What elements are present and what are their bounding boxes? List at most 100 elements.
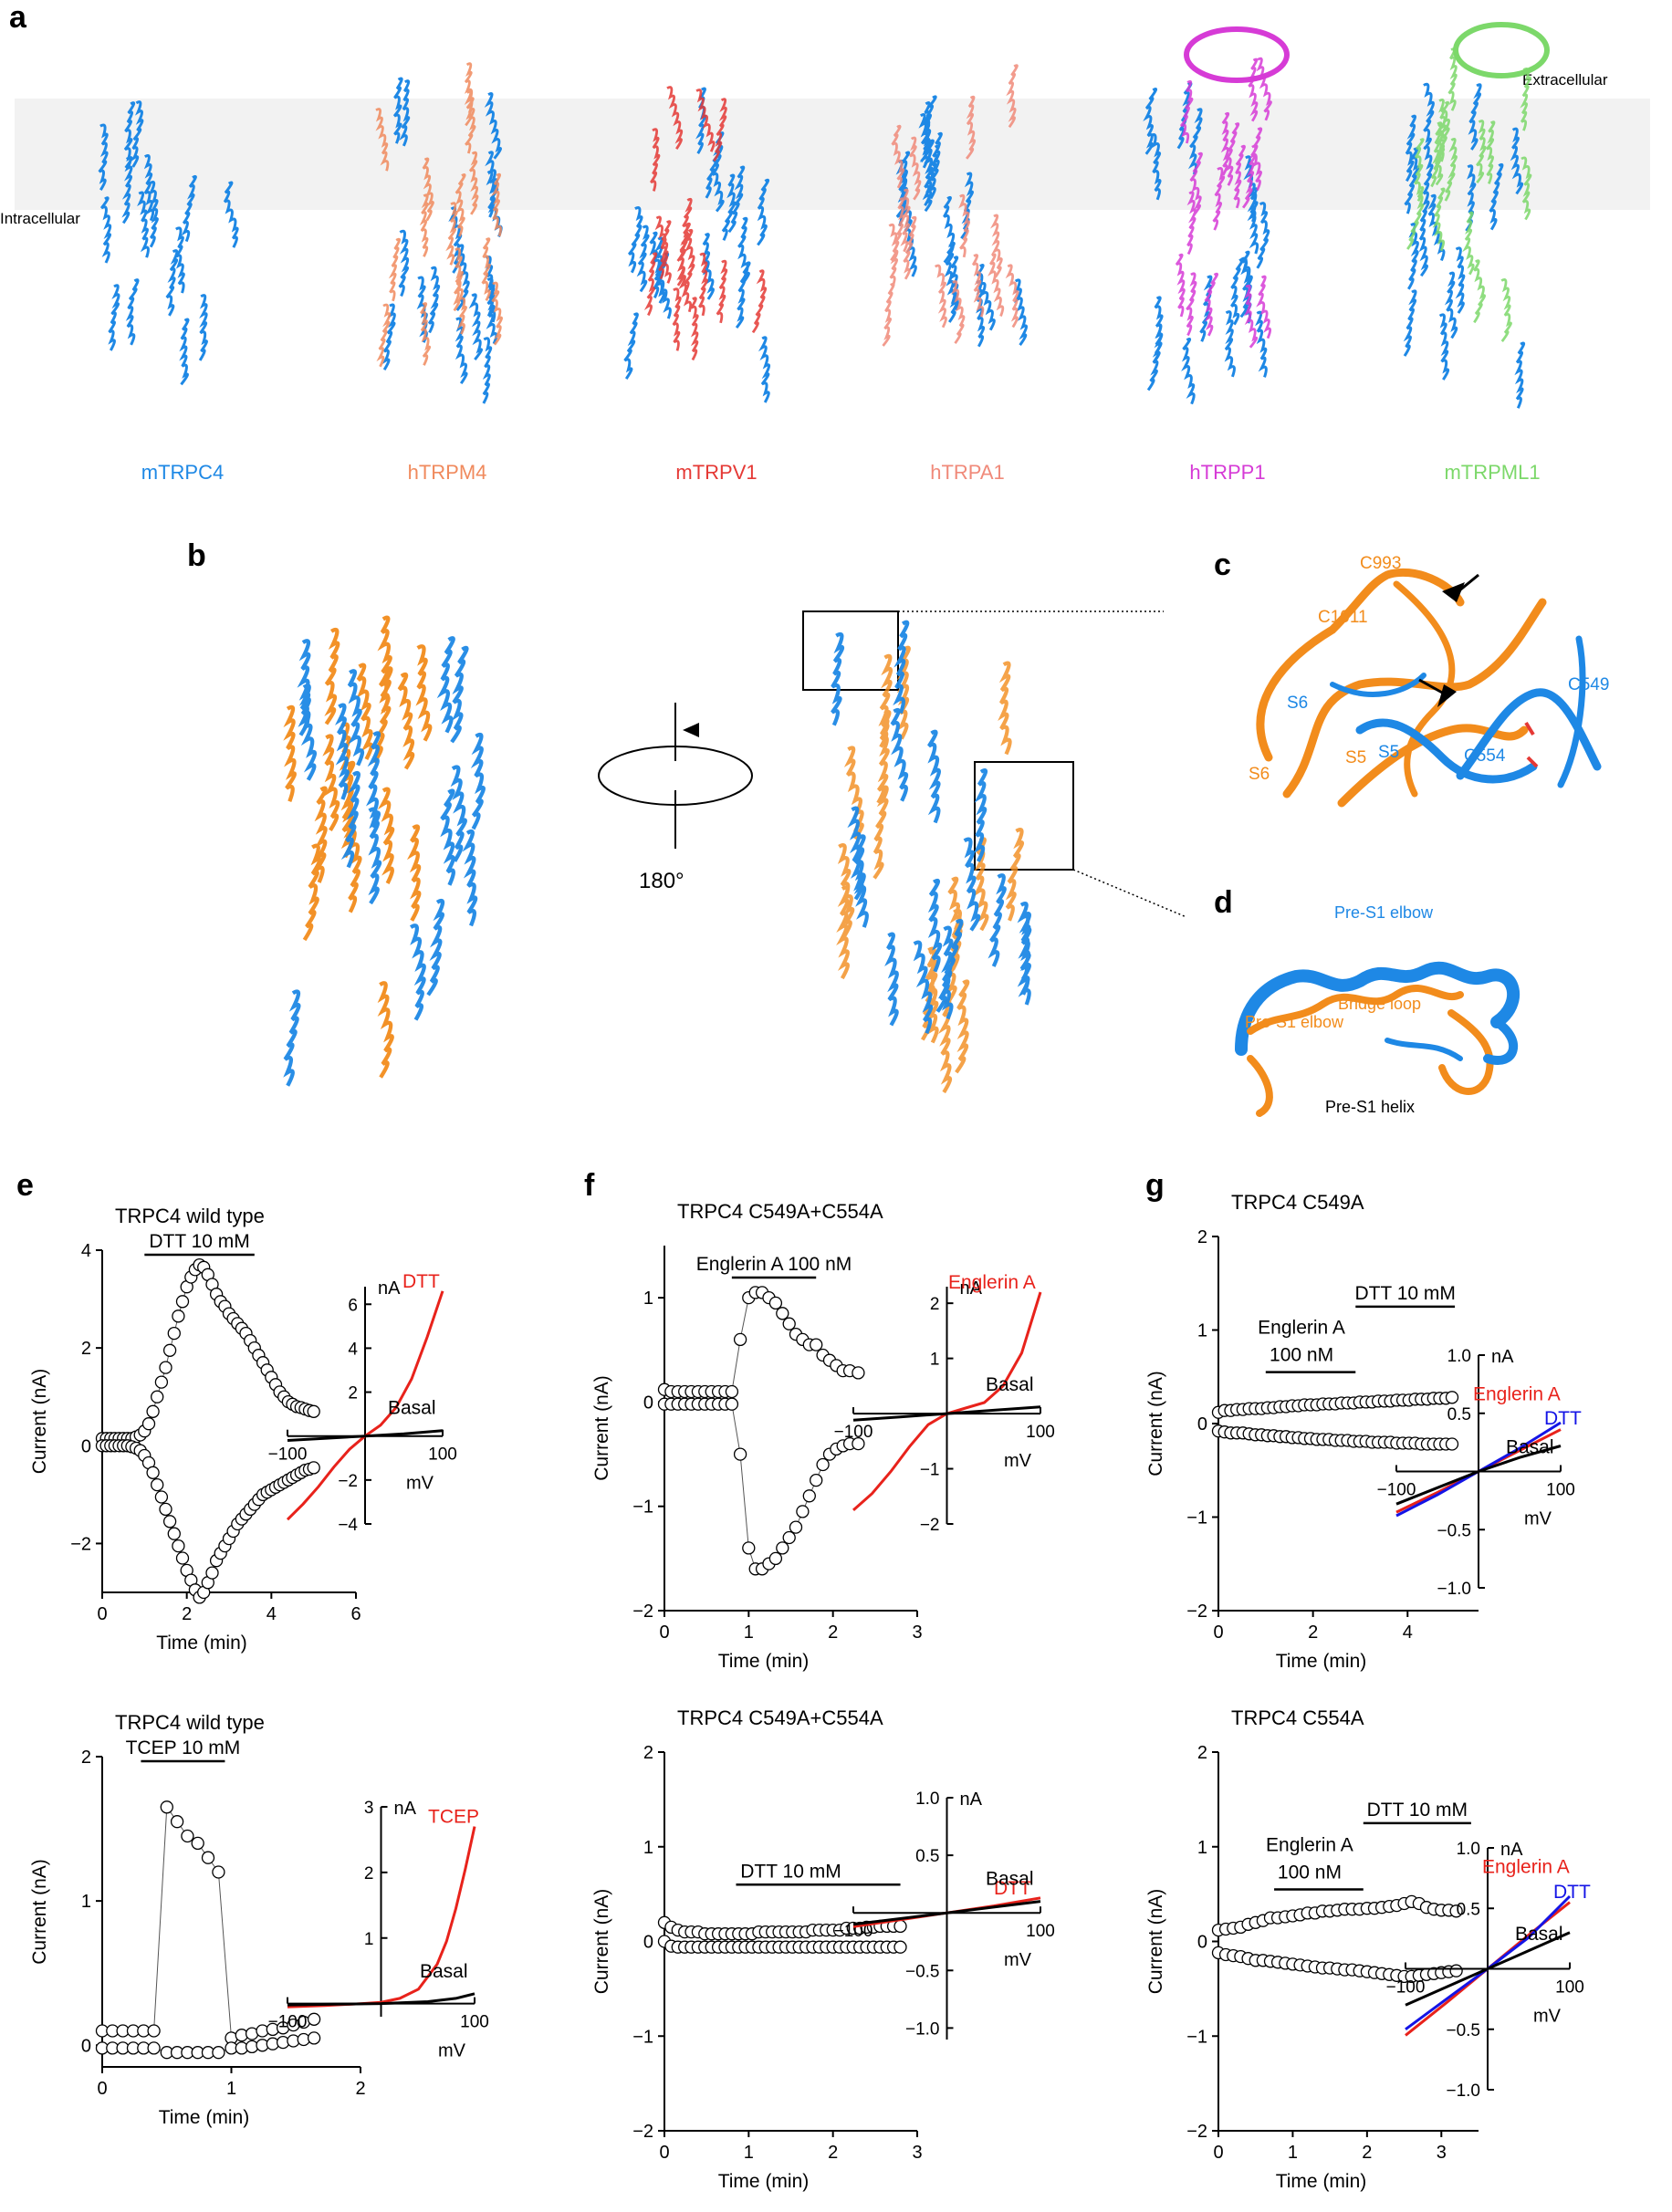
inset-y-tick: 0.5 bbox=[915, 1847, 939, 1866]
iv-label: Englerin A bbox=[1482, 1857, 1570, 1878]
x-axis-label: Time (min) bbox=[1276, 1651, 1367, 1672]
inset-x-tick: −100 bbox=[268, 1445, 308, 1465]
data-point bbox=[789, 1520, 803, 1534]
x-tick-label: 2 bbox=[1362, 2143, 1372, 2163]
rotation-icon bbox=[598, 703, 753, 849]
data-point bbox=[154, 1375, 169, 1389]
data-point bbox=[159, 1502, 172, 1517]
inset-y-tick: 0.5 bbox=[1457, 1900, 1480, 1919]
panel-d-detail bbox=[1235, 961, 1520, 1117]
inset-y-tick: −2 bbox=[920, 1516, 940, 1535]
data-point bbox=[175, 1551, 190, 1565]
inset-y-tick: 1 bbox=[930, 1351, 940, 1370]
inset-x-tick: 100 bbox=[1026, 1922, 1055, 1941]
y-tick-label: 2 bbox=[1197, 1227, 1207, 1247]
structure-name-htrpm4: hTRPM4 bbox=[407, 461, 487, 484]
iv-label: Basal bbox=[986, 1374, 1034, 1395]
iv-inset: −1.0 −0.5 0.5 1.0 −100 100 nA mV Englerin A DTT Ba… bbox=[1386, 1840, 1591, 2101]
iv-label: Basal bbox=[1506, 1436, 1554, 1457]
y-axis-label: Current (nA) bbox=[1145, 1371, 1166, 1476]
chart-title: TRPC4 wild type bbox=[115, 1205, 265, 1227]
membrane-band bbox=[15, 99, 1650, 210]
inset-y-tick: 4 bbox=[348, 1340, 358, 1359]
y-tick-label: 1 bbox=[643, 1289, 653, 1309]
inset-y-tick: 1.0 bbox=[915, 1789, 939, 1809]
treatment-label: Englerin A bbox=[1266, 1834, 1353, 1855]
data-point bbox=[776, 1541, 789, 1555]
pre-s1-elbow-orange-label: Pre-S1 elbow bbox=[1245, 1013, 1344, 1031]
y-axis-label: Current (nA) bbox=[29, 1859, 50, 1965]
y-tick-label: 1 bbox=[643, 1838, 653, 1858]
inset-unit-x: mV bbox=[1533, 2007, 1562, 2027]
chart-title: TRPC4 C549A bbox=[1231, 1191, 1364, 1214]
extracellular-label: Extracellular bbox=[1522, 71, 1608, 89]
chart-f2: −2 −1 0 1 2 0 1 2 3 Time (min) Current (nA) TRPC4 C… bbox=[591, 1706, 1055, 2192]
inset-x-tick: −100 bbox=[834, 1922, 873, 1941]
chart-title: TRPC4 C549A+C554A bbox=[677, 1706, 883, 1729]
iv-label: DTT bbox=[1544, 1408, 1582, 1429]
data-point bbox=[307, 2012, 321, 2026]
data-point bbox=[893, 1919, 907, 1934]
data-point bbox=[205, 1566, 219, 1580]
box-d bbox=[974, 761, 1074, 871]
inset-unit-y: nA bbox=[378, 1278, 401, 1299]
mtrpml1-ribbon bbox=[1406, 47, 1532, 342]
panel-c-label: c bbox=[1214, 548, 1231, 582]
treatment-label: Englerin A bbox=[1258, 1318, 1345, 1339]
inset-y-tick: −0.5 bbox=[1446, 2021, 1480, 2040]
mTRPC4-ribbon bbox=[623, 87, 771, 403]
y-tick-label: 0 bbox=[81, 2036, 91, 2056]
mtrpv1-ribbon bbox=[643, 86, 768, 361]
data-point bbox=[146, 1466, 160, 1479]
iv-label: Englerin A bbox=[948, 1272, 1036, 1293]
iv-inset: −4 −2 2 4 6 −100 100 nA mV DTT Basal bbox=[268, 1271, 457, 1535]
y-tick-label: −2 bbox=[70, 1534, 91, 1554]
x-tick-label: 2 bbox=[828, 1622, 838, 1643]
data-point bbox=[768, 1296, 783, 1310]
data-point bbox=[167, 1326, 181, 1341]
data-point bbox=[1449, 1964, 1463, 1977]
data-point bbox=[159, 1361, 172, 1374]
data-point bbox=[191, 1836, 204, 1851]
mtrpml1-topdomain bbox=[1453, 22, 1550, 78]
data-point bbox=[307, 1404, 320, 1418]
inset-y-tick: −0.5 bbox=[1437, 1521, 1471, 1540]
data-point bbox=[1449, 1904, 1463, 1918]
inset-unit-y: nA bbox=[1491, 1347, 1514, 1367]
data-point bbox=[151, 1477, 164, 1492]
s6-blue-label: S6 bbox=[1287, 694, 1309, 713]
series-line bbox=[664, 1291, 859, 1393]
data-point bbox=[768, 1551, 783, 1566]
overlay-right-orange bbox=[836, 645, 1024, 1094]
data-point bbox=[796, 1505, 810, 1518]
iv-trace-basal bbox=[1405, 1931, 1571, 2007]
mTRPC4-ribbon bbox=[98, 100, 239, 386]
panel-label-g: g bbox=[1145, 1168, 1165, 1203]
data-point bbox=[201, 1851, 215, 1864]
inset-y-tick: 1.0 bbox=[1447, 1347, 1471, 1366]
inset-y-tick: 1 bbox=[364, 1930, 374, 1949]
mTRPC4-ribbon bbox=[1143, 81, 1270, 405]
data-point bbox=[147, 2041, 161, 2055]
y-tick-label: −2 bbox=[632, 1602, 653, 1622]
inset-unit-y: nA bbox=[960, 1789, 983, 1810]
data-point bbox=[307, 1461, 320, 1475]
iv-label: Basal bbox=[1515, 1924, 1563, 1945]
data-point bbox=[782, 1317, 796, 1330]
iv-trace-basal bbox=[852, 1405, 1041, 1422]
data-point bbox=[172, 1309, 185, 1323]
inset-y-tick: −1.0 bbox=[1437, 1580, 1471, 1599]
pre-s1-elbow-blue-label: Pre-S1 elbow bbox=[1334, 903, 1434, 922]
data-point bbox=[810, 1338, 823, 1351]
data-point bbox=[172, 1539, 185, 1553]
x-tick-label: 3 bbox=[1437, 2143, 1447, 2163]
overlay-left-blue bbox=[283, 636, 486, 1087]
inset-x-tick: −100 bbox=[1377, 1481, 1416, 1500]
inset-x-tick: 100 bbox=[428, 1445, 457, 1465]
panel-d-label: d bbox=[1214, 885, 1233, 920]
x-tick-label: 3 bbox=[912, 1622, 922, 1643]
data-point bbox=[151, 1390, 164, 1403]
y-tick-label: 0 bbox=[1197, 1414, 1207, 1435]
x-tick-label: 0 bbox=[1213, 2143, 1223, 2163]
